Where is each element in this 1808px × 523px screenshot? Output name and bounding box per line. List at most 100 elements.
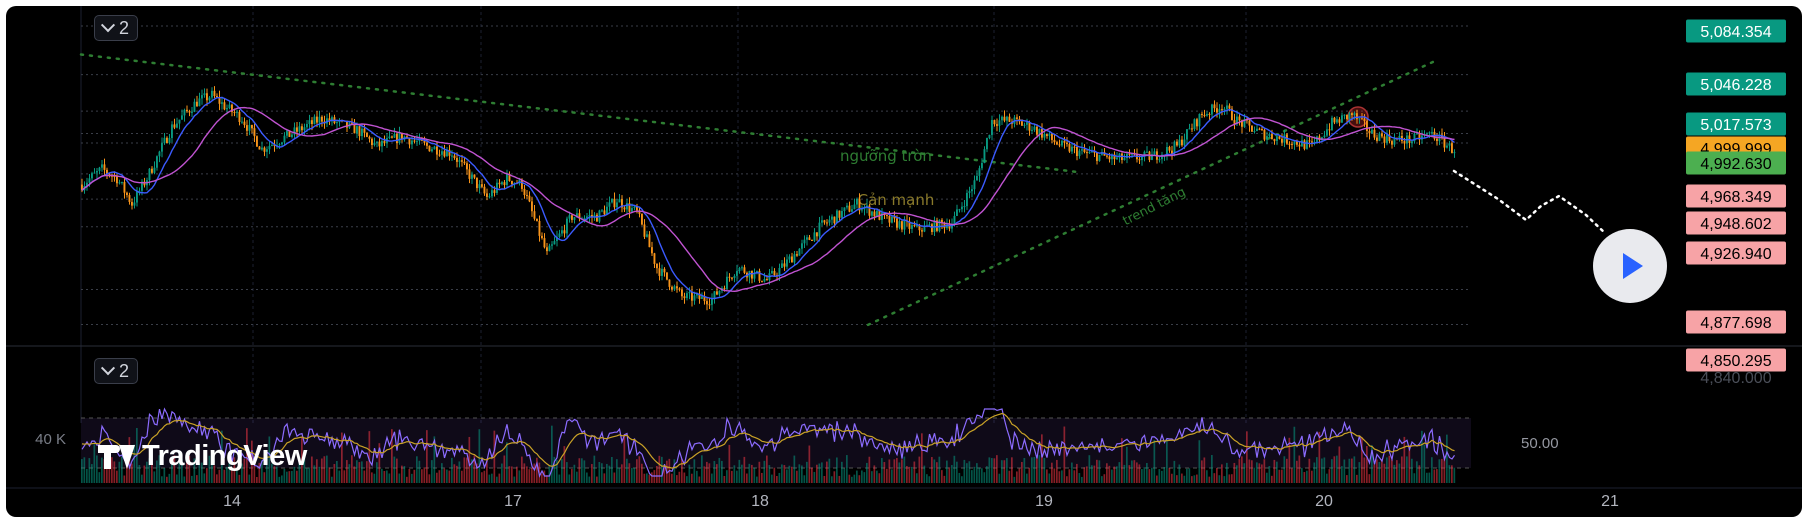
candle-body <box>816 232 818 237</box>
volume-bar <box>1353 456 1356 483</box>
candle-body <box>1181 139 1183 146</box>
candle-body <box>1376 137 1378 141</box>
x-tick-label: 19 <box>1035 493 1053 510</box>
volume-bar <box>1311 470 1313 483</box>
volume-bar <box>866 462 868 483</box>
volume-bar <box>701 455 703 483</box>
volume-bar <box>113 461 116 483</box>
candle-body <box>93 172 96 174</box>
volume-bar <box>891 469 893 483</box>
volume-bar <box>1223 476 1226 483</box>
volume-bar <box>1153 440 1156 483</box>
volume-bar <box>896 458 898 483</box>
volume-bar <box>633 467 636 483</box>
candle-body <box>1151 154 1153 160</box>
volume-bar <box>1203 457 1206 483</box>
candle-body <box>188 111 191 113</box>
candle-body <box>1388 134 1391 142</box>
volume-bar <box>1241 456 1243 483</box>
volume-bar <box>1138 464 1141 483</box>
volume-bar <box>193 458 196 483</box>
volume-bar <box>1043 458 1046 483</box>
candle-body <box>646 234 648 237</box>
candle-body <box>841 210 843 218</box>
candle-body <box>1201 113 1203 115</box>
price-tag-bg <box>1686 211 1786 235</box>
candle-body <box>921 230 923 232</box>
candle-body <box>1026 122 1028 125</box>
candle-body <box>656 263 658 269</box>
volume-bar <box>251 440 253 483</box>
play-icon <box>1623 253 1643 279</box>
candle-body <box>823 220 826 223</box>
volume-bar <box>283 468 286 483</box>
series-collapse-button-main[interactable]: 2 <box>94 15 139 41</box>
volume-bar <box>353 466 356 483</box>
candle-body <box>833 216 836 224</box>
chart-frame: ngưỡng tròn Cản mạnh trend tăng 40 K 50.00 … <box>6 6 1802 517</box>
candle-body <box>976 175 978 181</box>
candle-body <box>1331 117 1333 130</box>
candle-body <box>573 217 576 220</box>
candle-body <box>686 293 688 299</box>
volume-bar <box>108 458 111 483</box>
volume-bar <box>441 463 443 483</box>
volume-bar <box>581 458 583 483</box>
candle-body <box>1193 119 1196 130</box>
candle-body <box>358 126 361 137</box>
volume-bar <box>1056 459 1058 483</box>
volume-bar <box>553 456 556 483</box>
volume-bar <box>821 462 823 483</box>
volume-bar <box>773 467 776 483</box>
candle-body <box>956 209 958 216</box>
candle-body <box>123 181 126 193</box>
volume-bar <box>871 471 873 483</box>
candle-body <box>673 286 676 290</box>
volume-bar <box>1331 459 1333 483</box>
volume-bar <box>178 458 181 483</box>
candle-body <box>498 182 501 185</box>
candle-body <box>856 199 858 205</box>
volume-bar <box>1373 464 1376 483</box>
candle-body <box>781 263 783 268</box>
volume-bar <box>1238 459 1241 483</box>
candle-body <box>448 149 451 156</box>
volume-bar <box>831 476 833 483</box>
volume-bar <box>1118 462 1121 483</box>
candle-body <box>208 97 211 101</box>
volume-bar <box>1166 438 1168 483</box>
candle-body <box>166 137 168 143</box>
replay-play-button[interactable] <box>1593 229 1667 303</box>
volume-bar <box>466 457 468 483</box>
candle-body <box>1086 152 1088 154</box>
volume-bar <box>993 458 996 483</box>
candle-body <box>1248 120 1251 126</box>
volume-bar <box>736 470 738 483</box>
candle-body <box>1046 134 1048 136</box>
candle-body <box>98 167 101 171</box>
candle-body <box>893 216 896 219</box>
candle-body <box>411 140 413 145</box>
candle-body <box>383 140 386 144</box>
volume-bar <box>1188 468 1191 483</box>
candle-body <box>668 279 671 287</box>
candle-body <box>818 222 821 237</box>
volume-bar <box>806 461 808 483</box>
volume-bar <box>1038 455 1041 483</box>
volume-bar <box>1236 465 1238 483</box>
candle-body <box>173 124 176 128</box>
volume-bar <box>233 457 236 483</box>
candle-body <box>178 119 181 124</box>
volume-bar <box>973 466 976 483</box>
candle-body <box>843 207 846 211</box>
volume-bar <box>488 474 491 483</box>
lower-pane-layer: 40 K 50.00 <box>35 407 1559 483</box>
volume-bar <box>583 460 586 483</box>
candle-body <box>568 215 571 219</box>
series-collapse-button-lower[interactable]: 2 <box>94 358 139 384</box>
volume-bar <box>431 460 433 483</box>
series-count-lower: 2 <box>119 360 130 381</box>
volume-bar <box>1026 473 1028 483</box>
volume-bar <box>1228 474 1231 483</box>
